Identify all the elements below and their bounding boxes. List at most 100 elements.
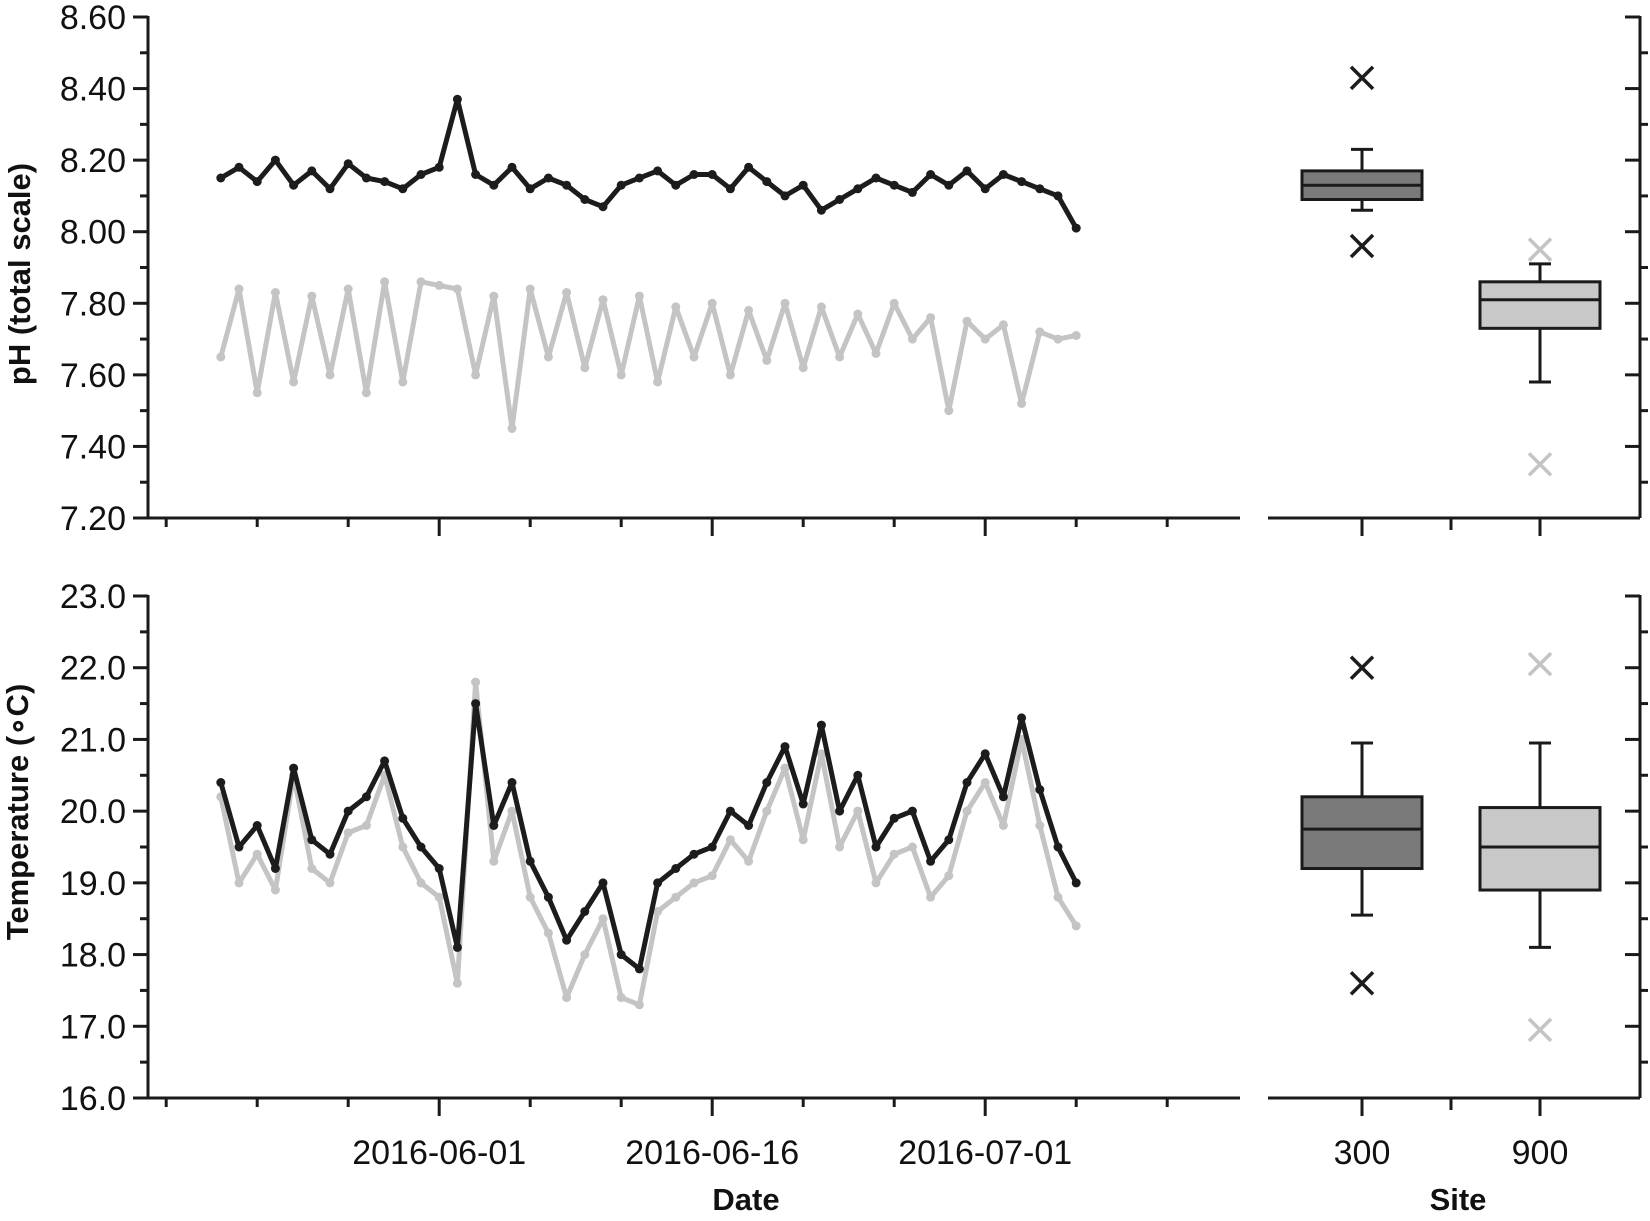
ph-ts-point-300: [562, 180, 572, 190]
ph-ts-point-300: [653, 166, 663, 176]
ph-ts-point-300: [962, 166, 972, 176]
temp-ts-point-300: [580, 907, 590, 916]
ph-ts-point-300: [907, 187, 917, 197]
ph-ts-point-900: [452, 284, 462, 294]
ph-ts-point-900: [962, 316, 972, 326]
ph-ts-point-900: [252, 388, 262, 398]
temp-ts-point-900: [1035, 821, 1045, 830]
temp-ts-point-300: [653, 878, 663, 888]
ph-ts-point-900: [234, 284, 244, 294]
ph-ts-point-900: [398, 377, 408, 387]
temp-box-outlier-stroke: [1527, 1017, 1553, 1043]
ph-box-outlier-stroke: [1349, 65, 1375, 91]
temp-ts-point-300: [543, 892, 553, 902]
temp-ts-point-900: [416, 878, 426, 888]
ph-boxplot-marks: [1300, 65, 1602, 477]
ph-ts-y-tick-label: 7.20: [60, 500, 126, 538]
ph-ts-point-900: [1017, 399, 1027, 408]
ph-ts-point-300: [543, 173, 553, 183]
temp-box-outlier-900: [1527, 651, 1553, 677]
temp-ts-y-tick-label: 17.0: [60, 1008, 126, 1046]
temp-ts-point-300: [416, 842, 426, 852]
ph-boxplot-panel: [1268, 15, 1648, 536]
temp-ts-point-300: [325, 849, 335, 859]
temp-ts-point-900: [835, 842, 845, 852]
temp-ts-point-300: [725, 806, 735, 816]
ph-ts-point-900: [998, 320, 1008, 330]
temp-ts-point-300: [707, 842, 717, 852]
ph-ts-point-300: [853, 184, 863, 194]
ph-ts-point-900: [343, 284, 353, 294]
temp-ts-point-300: [562, 935, 572, 945]
ph-ts-y-tick-label: 7.60: [60, 357, 126, 395]
temp-ts-point-300: [780, 742, 790, 752]
temp-ts-point-300: [1071, 878, 1081, 888]
temperature-timeseries-series: [216, 677, 1081, 1010]
ph-ts-point-300: [216, 173, 226, 183]
temp-ts-point-900: [980, 778, 990, 787]
temp-ts-point-900: [616, 993, 626, 1003]
ph-ts-point-900: [1035, 327, 1045, 337]
temp-ts-point-900: [725, 835, 735, 845]
ph-box-outlier-900: [1527, 237, 1553, 262]
ph-ts-point-300: [234, 162, 244, 172]
temp-ts-point-300: [216, 778, 226, 787]
ph-ts-point-900: [707, 298, 717, 308]
temp-ts-point-300: [835, 806, 845, 816]
temperature-timeseries-panel: 16.0 17.0 18.0 19.0 20.0 21.0 22.0 23.0 2016-06-…: [0, 578, 1240, 1217]
temp-ts-point-900: [307, 864, 317, 873]
ph-ts-y-tick-label: 8.40: [60, 71, 126, 109]
temp-ts-y-tick-label: 20.0: [60, 793, 126, 831]
temp-ts-point-300: [361, 792, 371, 802]
ph-ts-point-900: [1053, 334, 1063, 344]
temp-box-box-300: [1300, 655, 1424, 996]
temp-ts-point-900: [944, 871, 954, 881]
ph-ts-point-300: [871, 173, 881, 183]
ph-box-box-900: [1478, 237, 1602, 477]
temp-ts-x-tick-label: 2016-06-16: [625, 1134, 799, 1172]
ph-ts-series-points-300: [216, 94, 1081, 233]
temp-ts-point-900: [525, 892, 535, 902]
temp-ts-point-300: [1035, 785, 1045, 795]
ph-ts-point-300: [671, 180, 681, 190]
site-x-axis-label: Site: [1430, 1182, 1487, 1217]
ph-ts-point-300: [252, 177, 262, 187]
ph-ts-point-900: [744, 305, 754, 315]
ph-ts-point-900: [307, 291, 317, 301]
temp-ts-y-tick-label: 18.0: [60, 937, 126, 975]
temp-ts-point-900: [434, 892, 444, 902]
temp-ts-point-300: [598, 878, 608, 888]
temp-ts-point-300: [962, 778, 972, 787]
temp-ts-point-900: [543, 928, 553, 938]
temp-ts-point-900: [580, 950, 590, 960]
temp-ts-point-900: [343, 828, 353, 838]
temp-ts-point-300: [980, 749, 990, 759]
temp-box-outlier-300: [1349, 971, 1375, 996]
ph-ts-point-300: [798, 180, 808, 190]
date-x-axis-label: Date: [712, 1182, 779, 1217]
ph-box-outlier-300: [1349, 65, 1375, 91]
temp-ts-point-300: [289, 763, 299, 773]
ph-ts-point-900: [434, 280, 444, 290]
temp-box-iqr-box-900: [1478, 806, 1602, 892]
ph-ts-point-300: [343, 159, 353, 169]
temp-ts-point-300: [998, 792, 1008, 802]
temp-ts-point-900: [507, 806, 517, 816]
ph-ts-point-900: [270, 288, 280, 297]
ph-ts-point-900: [616, 370, 626, 380]
temp-box-outlier-stroke: [1349, 971, 1375, 996]
temp-ts-point-900: [816, 749, 826, 759]
temp-ts-point-300: [798, 799, 808, 809]
temp-ts-point-900: [489, 856, 499, 866]
temp-ts-y-tick-label: 16.0: [60, 1080, 126, 1118]
ph-ts-point-900: [216, 352, 226, 362]
temp-ts-point-300: [1017, 713, 1027, 723]
temp-ts-point-300: [744, 821, 754, 830]
ph-ts-point-300: [434, 162, 444, 172]
ph-ts-point-900: [653, 377, 663, 387]
temp-ts-point-900: [562, 993, 572, 1003]
ph-ts-point-900: [853, 309, 863, 319]
temp-ts-point-900: [853, 806, 863, 816]
ph-ts-y-tick-label: 7.40: [60, 428, 126, 466]
ph-ts-point-900: [926, 313, 936, 323]
